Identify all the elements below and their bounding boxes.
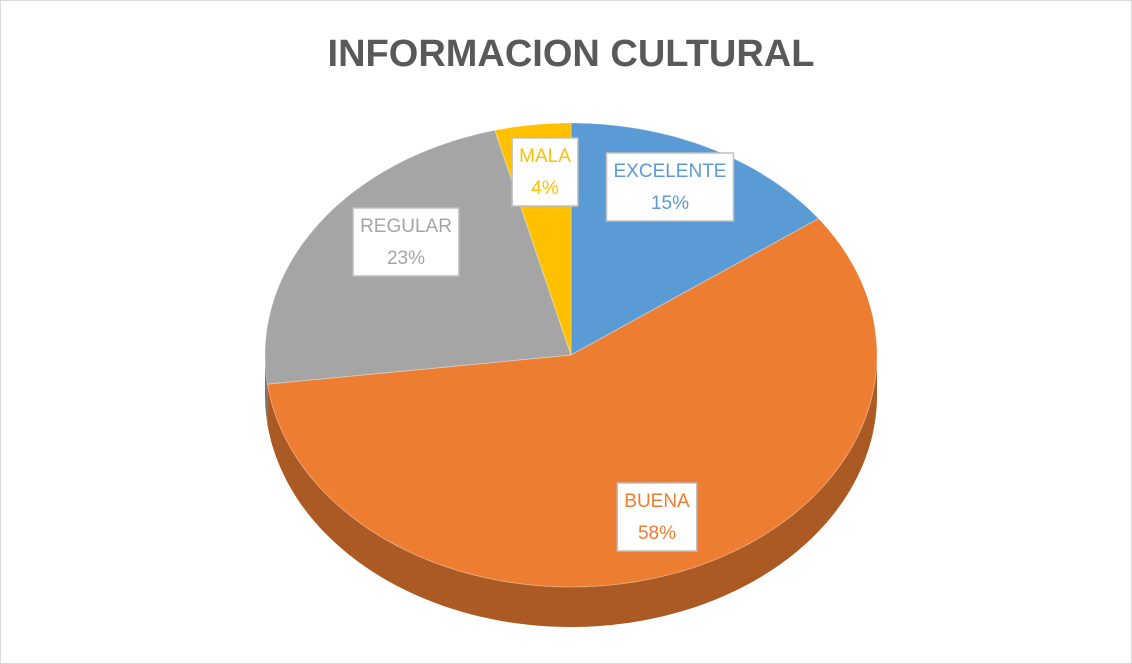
- data-label-box: [605, 152, 735, 222]
- data-label-value: 58%: [638, 523, 676, 544]
- pie-side: [265, 355, 268, 425]
- data-label-value: 15%: [651, 193, 689, 214]
- data-label-value: 23%: [387, 248, 425, 269]
- data-label-name: EXCELENTE: [614, 161, 727, 182]
- chart-title: INFORMACION CULTURAL: [328, 33, 815, 75]
- data-label-name: REGULAR: [360, 216, 452, 237]
- labels: EXCELENTE 15% BUENA 58% REGULAR 23% MALA 4%: [352, 137, 735, 552]
- data-label-value: 4%: [531, 178, 559, 199]
- pie-side: [267, 355, 877, 627]
- data-label-name: BUENA: [624, 491, 690, 512]
- data-label-box: [352, 207, 460, 277]
- data-label-box: [616, 482, 698, 552]
- data-label-name: MALA: [519, 146, 571, 167]
- data-label-box: [511, 137, 579, 207]
- pie-slice: [266, 217, 878, 588]
